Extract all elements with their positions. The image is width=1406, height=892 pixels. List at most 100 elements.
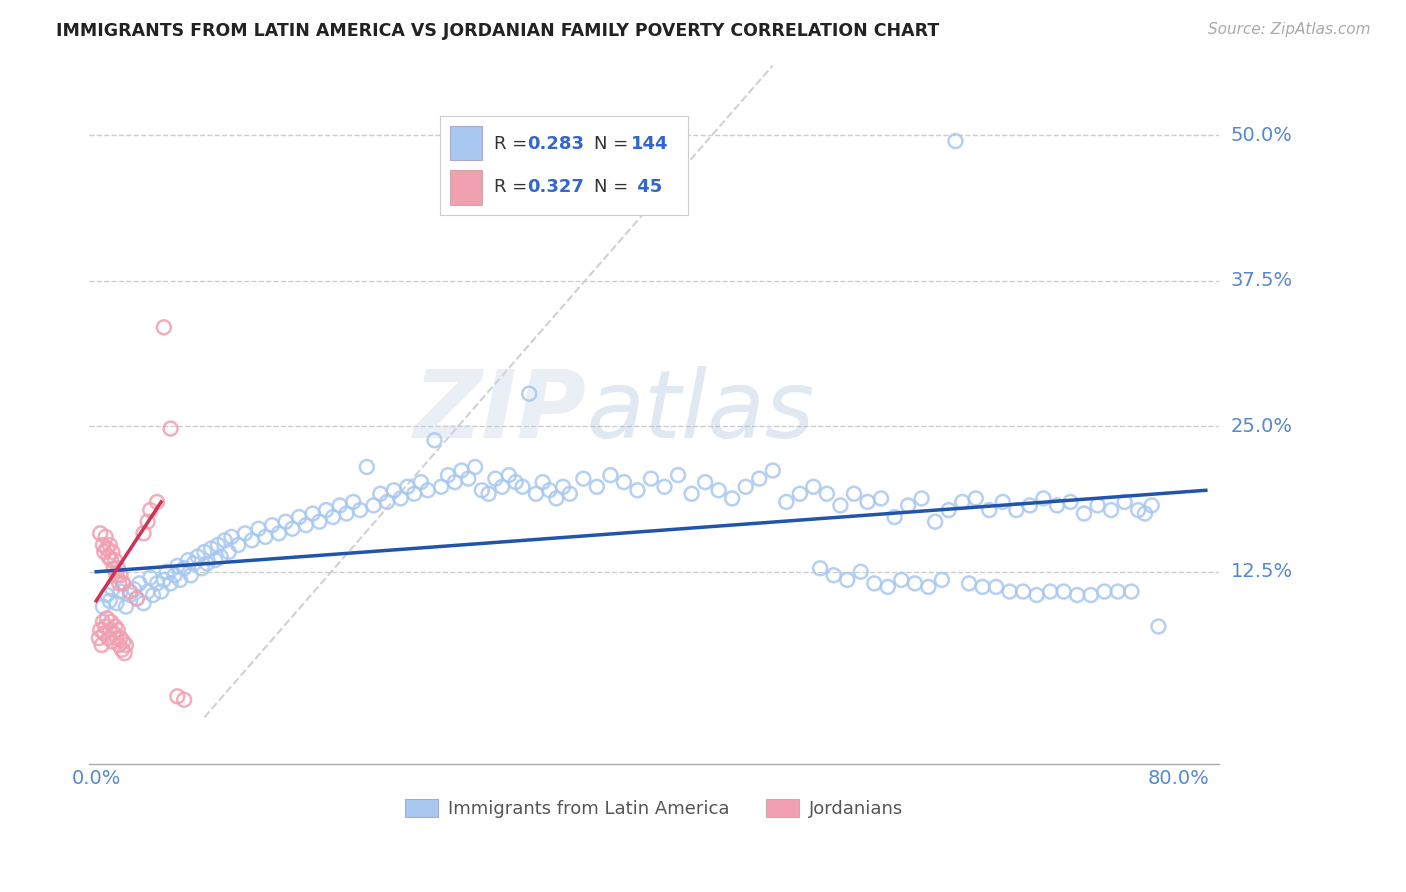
Point xyxy=(586,480,609,494)
Point xyxy=(98,594,121,608)
Point xyxy=(111,642,134,657)
Point xyxy=(100,615,122,629)
Point xyxy=(457,472,479,486)
Point xyxy=(505,475,527,490)
Point xyxy=(93,626,115,640)
Point xyxy=(830,499,852,513)
Point xyxy=(1126,503,1149,517)
Point xyxy=(295,518,318,533)
Point xyxy=(931,573,953,587)
Point xyxy=(1099,503,1122,517)
Point xyxy=(849,565,872,579)
Point xyxy=(599,468,621,483)
Point xyxy=(815,487,838,501)
Point xyxy=(950,495,973,509)
Point xyxy=(1133,507,1156,521)
Point xyxy=(654,480,676,494)
Point xyxy=(1114,495,1136,509)
Text: atlas: atlas xyxy=(586,367,815,458)
Point xyxy=(112,576,135,591)
Point xyxy=(110,584,132,599)
Text: IMMIGRANTS FROM LATIN AMERICA VS JORDANIAN FAMILY POVERTY CORRELATION CHART: IMMIGRANTS FROM LATIN AMERICA VS JORDANI… xyxy=(56,22,939,40)
Point xyxy=(128,576,150,591)
Text: 12.5%: 12.5% xyxy=(1230,562,1292,582)
Point xyxy=(166,558,188,573)
Point xyxy=(430,480,453,494)
Text: 37.5%: 37.5% xyxy=(1230,271,1292,290)
Point xyxy=(169,573,191,587)
Point xyxy=(132,526,155,541)
Point xyxy=(1121,584,1143,599)
Point xyxy=(979,503,1001,517)
Point xyxy=(375,495,398,509)
Point xyxy=(153,320,176,334)
Point xyxy=(180,568,202,582)
Point xyxy=(146,576,169,591)
Point xyxy=(1039,584,1062,599)
Point xyxy=(803,480,825,494)
Point xyxy=(100,553,122,567)
Point xyxy=(163,568,186,582)
Point xyxy=(139,503,162,517)
Point xyxy=(789,487,811,501)
Point xyxy=(957,576,980,591)
Point xyxy=(267,526,290,541)
Point xyxy=(108,638,131,652)
Point xyxy=(122,582,145,597)
Point xyxy=(115,638,138,652)
Point xyxy=(233,526,256,541)
Point xyxy=(114,646,136,660)
Point xyxy=(524,487,547,501)
Point xyxy=(626,483,648,498)
Point xyxy=(159,421,181,435)
Point xyxy=(218,545,240,559)
Point xyxy=(775,495,797,509)
Point xyxy=(125,591,148,606)
Point xyxy=(762,463,785,477)
Point xyxy=(546,491,568,506)
Point xyxy=(938,503,960,517)
Point xyxy=(1140,499,1163,513)
Point xyxy=(104,619,127,633)
Point xyxy=(538,483,561,498)
Point xyxy=(640,472,662,486)
Point xyxy=(96,541,118,556)
Point xyxy=(382,483,405,498)
Point xyxy=(105,596,128,610)
Point xyxy=(904,576,927,591)
Point xyxy=(471,483,494,498)
Point xyxy=(1005,503,1028,517)
Point xyxy=(991,495,1014,509)
Point xyxy=(107,561,129,575)
Point xyxy=(890,573,912,587)
Point xyxy=(136,584,159,599)
Point xyxy=(1107,584,1129,599)
Point xyxy=(897,499,920,513)
Point xyxy=(396,480,419,494)
Point xyxy=(105,631,128,645)
Point xyxy=(110,631,132,645)
Point xyxy=(254,530,277,544)
Point xyxy=(416,483,439,498)
Point xyxy=(274,515,297,529)
Point xyxy=(89,623,111,637)
Point xyxy=(423,434,446,448)
Point xyxy=(288,510,311,524)
Point xyxy=(132,596,155,610)
Point xyxy=(322,510,344,524)
Point xyxy=(96,588,118,602)
Point xyxy=(695,475,717,490)
Point xyxy=(110,568,132,582)
Point xyxy=(301,507,323,521)
Point xyxy=(96,611,118,625)
Point xyxy=(87,631,110,645)
Point xyxy=(572,472,595,486)
Text: 50.0%: 50.0% xyxy=(1230,126,1292,145)
Point xyxy=(139,571,162,585)
Point xyxy=(101,634,124,648)
Point xyxy=(187,549,209,564)
Point xyxy=(808,561,831,575)
Point xyxy=(193,545,215,559)
Point xyxy=(998,584,1021,599)
Point xyxy=(105,568,128,582)
